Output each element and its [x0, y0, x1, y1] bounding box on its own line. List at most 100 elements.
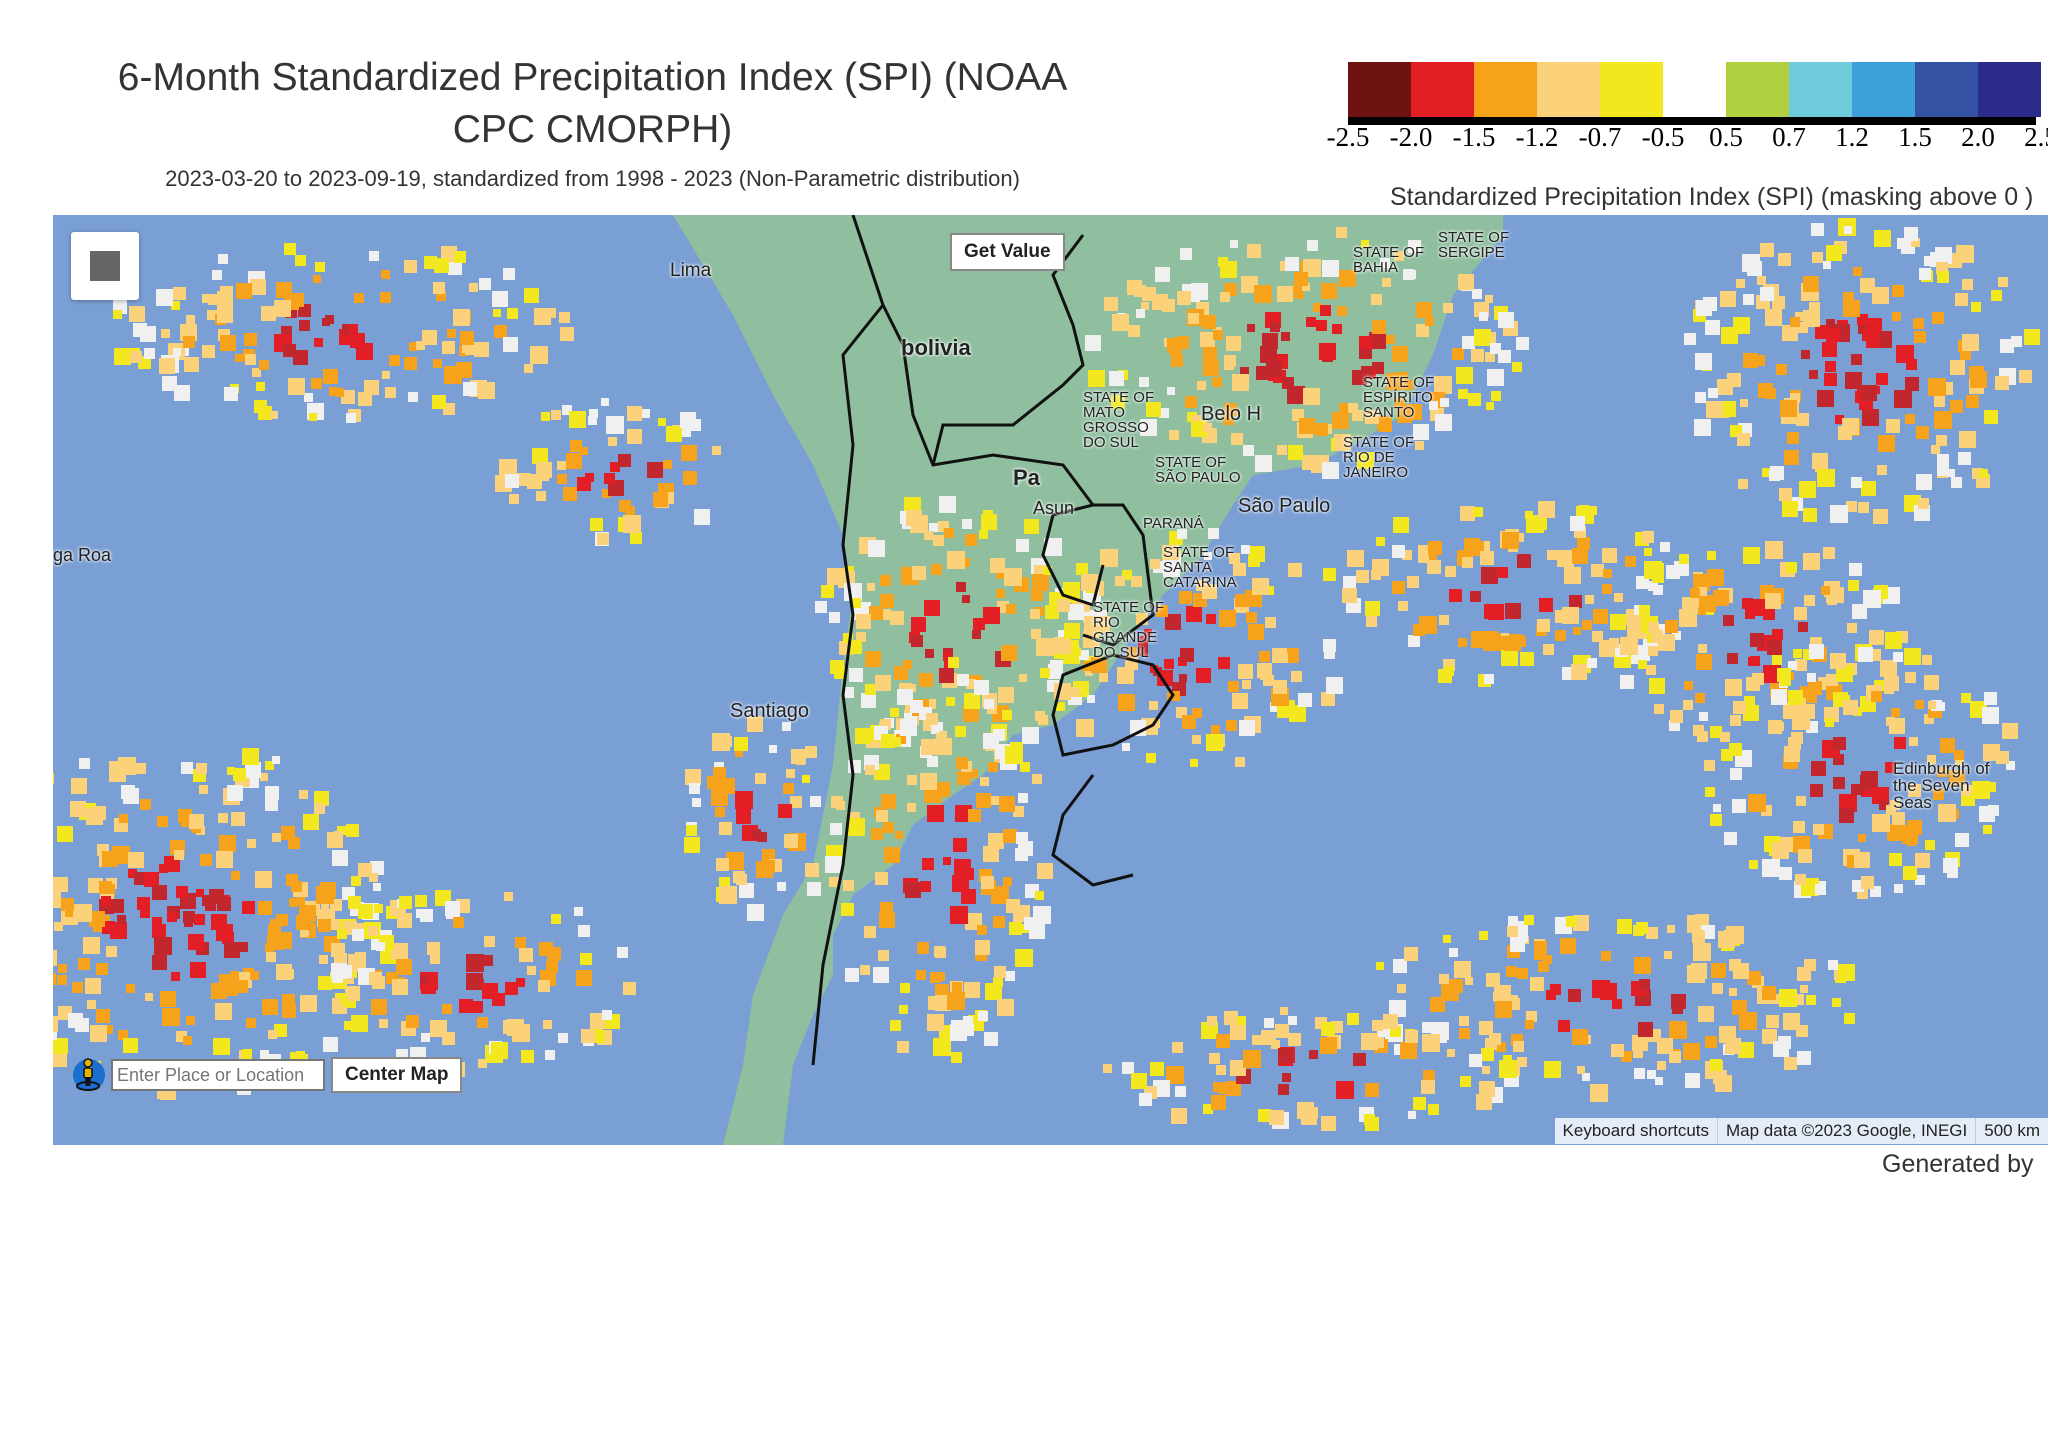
spi-anomaly-cell — [87, 1000, 96, 1009]
spi-anomaly-cell — [1272, 648, 1287, 663]
spi-anomaly-cell — [1117, 667, 1134, 684]
spi-anomaly-cell — [855, 728, 871, 744]
spi-anomaly-cell — [1263, 675, 1274, 686]
spi-anomaly-cell — [1767, 640, 1782, 655]
spi-anomaly-cell — [880, 594, 894, 608]
spi-anomaly-cell — [118, 1030, 128, 1040]
place-search-input[interactable] — [111, 1059, 325, 1091]
spi-anomaly-cell — [829, 877, 839, 887]
spi-anomaly-cell — [1212, 377, 1222, 387]
get-value-button[interactable]: Get Value — [950, 233, 1065, 271]
spi-anomaly-cell — [104, 1025, 113, 1034]
spi-anomaly-cell — [1076, 563, 1088, 575]
spi-anomaly-cell — [1270, 322, 1280, 332]
map-layer[interactable] — [53, 215, 2048, 1145]
spi-anomaly-cell — [1470, 591, 1481, 602]
center-map-button[interactable]: Center Map — [331, 1057, 463, 1093]
spi-anomaly-cell — [1122, 1062, 1134, 1074]
spi-anomaly-cell — [72, 982, 83, 993]
spi-anomaly-cell — [1851, 354, 1862, 365]
spi-anomaly-cell — [1054, 637, 1071, 654]
spi-anomaly-cell — [1585, 595, 1594, 604]
spi-anomaly-cell — [1649, 678, 1665, 694]
spi-anomaly-cell — [955, 726, 966, 737]
keyboard-shortcuts-link[interactable]: Keyboard shortcuts — [1562, 1121, 1710, 1140]
spi-anomaly-cell — [1870, 886, 1881, 897]
spi-anomaly-cell — [726, 852, 744, 870]
spi-anomaly-cell — [1476, 1094, 1492, 1110]
spi-anomaly-cell — [739, 883, 754, 898]
spi-anomaly-cell — [1322, 462, 1339, 479]
spi-anomaly-cell — [1369, 332, 1386, 349]
spi-anomaly-cell — [1303, 388, 1320, 405]
spi-anomaly-cell — [948, 657, 959, 668]
spi-anomaly-cell — [869, 606, 883, 620]
spi-anomaly-cell — [1430, 997, 1445, 1012]
spi-anomaly-cell — [1365, 1083, 1379, 1097]
spi-anomaly-cell — [299, 1054, 308, 1063]
spi-anomaly-cell — [236, 283, 252, 299]
spi-anomaly-cell — [1870, 328, 1878, 336]
spi-anomaly-cell — [1560, 938, 1576, 954]
spi-anomaly-cell — [57, 975, 67, 985]
spi-anomaly-cell — [190, 962, 206, 978]
layer-toggle-button[interactable] — [71, 232, 139, 300]
spi-anomaly-cell — [1858, 834, 1866, 842]
spi-anomaly-cell — [1177, 529, 1187, 539]
spi-anomaly-cell — [912, 566, 926, 580]
spi-anomaly-cell — [432, 395, 446, 409]
spi-anomaly-cell — [1954, 750, 1964, 760]
spi-anomaly-cell — [1262, 333, 1278, 349]
spi-anomaly-cell — [181, 819, 189, 827]
spi-anomaly-cell — [663, 460, 672, 469]
spi-anomaly-cell — [2002, 723, 2018, 739]
spi-anomaly-cell — [1216, 1065, 1226, 1075]
spi-anomaly-cell — [1139, 1093, 1152, 1106]
spi-anomaly-cell — [1879, 801, 1888, 810]
spi-anomaly-cell — [369, 873, 378, 882]
spi-anomaly-cell — [602, 489, 611, 498]
legend-tick-label: 1.2 — [1835, 122, 1869, 152]
spi-anomaly-cell — [1394, 398, 1404, 408]
street-view-person-icon[interactable] — [73, 1057, 103, 1091]
spi-anomaly-cell — [843, 633, 853, 643]
spi-anomaly-cell — [1031, 629, 1041, 639]
spi-anomaly-cell — [1203, 360, 1219, 376]
map-canvas[interactable]: Get Value Lima bolivia Belo H São Paulo … — [53, 215, 2048, 1145]
spi-anomaly-cell — [969, 769, 978, 778]
spi-anomaly-cell — [380, 292, 391, 303]
spi-anomaly-cell — [1127, 647, 1137, 657]
spi-anomaly-cell — [1449, 979, 1463, 993]
spi-anomaly-cell — [1543, 644, 1554, 655]
spi-anomaly-cell — [260, 773, 268, 781]
spi-anomaly-cell — [1149, 701, 1158, 710]
spi-anomaly-cell — [1216, 1034, 1230, 1048]
spi-anomaly-cell — [968, 809, 981, 822]
spi-anomaly-cell — [1302, 283, 1310, 291]
spi-anomaly-cell — [1057, 599, 1070, 612]
spi-anomaly-cell — [891, 737, 901, 747]
spi-anomaly-cell — [910, 700, 923, 713]
spi-anomaly-cell — [1484, 674, 1494, 684]
spi-anomaly-cell — [300, 995, 317, 1012]
spi-anomaly-cell — [1905, 414, 1915, 424]
spi-anomaly-cell — [1171, 355, 1183, 367]
spi-anomaly-cell — [1808, 681, 1822, 695]
spi-anomaly-cell — [1960, 349, 1971, 360]
spi-anomaly-cell — [334, 953, 347, 966]
spi-anomaly-cell — [1438, 1034, 1447, 1043]
spi-anomaly-cell — [935, 782, 950, 797]
spi-anomaly-cell — [281, 826, 295, 840]
spi-anomaly-cell — [1306, 1107, 1318, 1119]
spi-anomaly-cell — [762, 849, 775, 862]
spi-anomaly-cell — [1416, 324, 1429, 337]
spi-anomaly-cell — [213, 1038, 230, 1055]
spi-anomaly-cell — [1916, 426, 1929, 439]
spi-anomaly-cell — [1784, 1057, 1797, 1070]
spi-anomaly-cell — [1413, 1097, 1426, 1110]
spi-anomaly-cell — [551, 410, 561, 420]
spi-anomaly-cell — [1822, 342, 1837, 357]
spi-anomaly-cell — [1826, 319, 1835, 328]
spi-anomaly-cell — [1807, 673, 1816, 682]
spi-anomaly-cell — [1738, 479, 1748, 489]
